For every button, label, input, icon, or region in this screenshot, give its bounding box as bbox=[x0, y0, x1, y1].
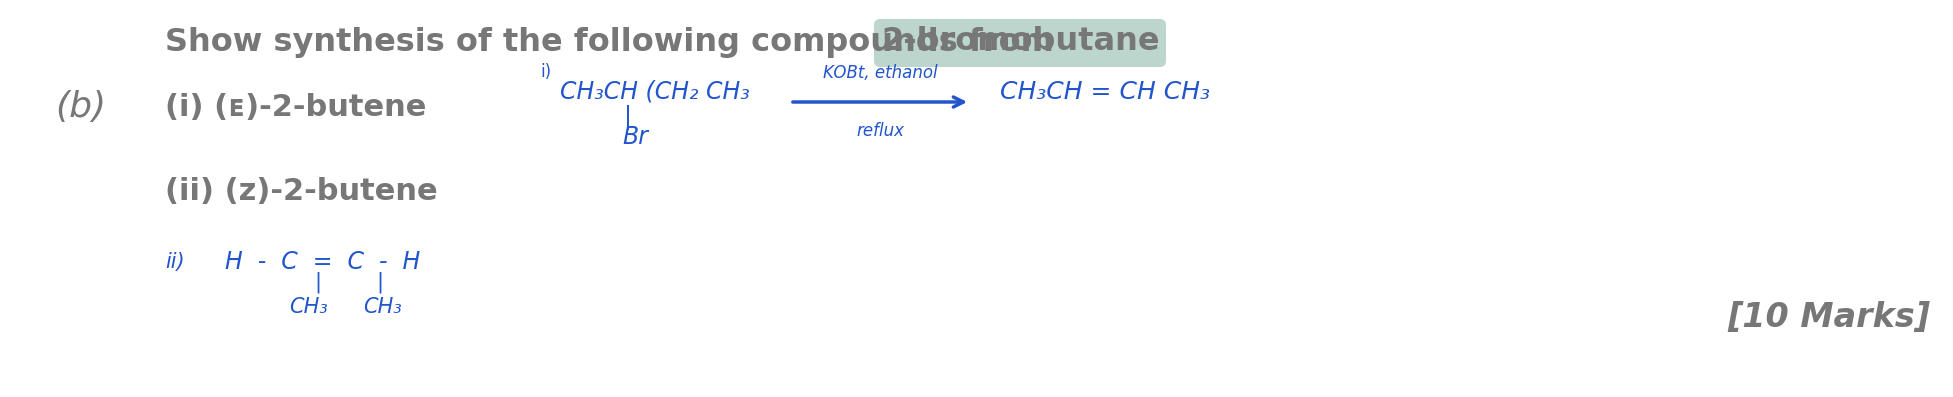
Text: |: | bbox=[625, 104, 633, 129]
Text: (ii) (ᴢ)-2-butene: (ii) (ᴢ)-2-butene bbox=[164, 177, 437, 206]
Text: CH₃CH (CH₂ CH₃: CH₃CH (CH₂ CH₃ bbox=[561, 80, 750, 104]
Text: ii): ii) bbox=[164, 252, 186, 272]
Text: CH₃: CH₃ bbox=[363, 297, 402, 317]
Text: |: | bbox=[377, 271, 383, 293]
FancyBboxPatch shape bbox=[875, 19, 1166, 67]
Text: (i) (ᴇ)-2-butene: (i) (ᴇ)-2-butene bbox=[164, 93, 426, 121]
Text: CH₃CH = CH CH₃: CH₃CH = CH CH₃ bbox=[1000, 80, 1211, 104]
Text: Show synthesis of the following compounds from: Show synthesis of the following compound… bbox=[164, 27, 1064, 58]
Text: Br: Br bbox=[621, 125, 648, 149]
Text: |: | bbox=[314, 271, 322, 293]
Text: 2-bromobutane: 2-bromobutane bbox=[881, 27, 1160, 58]
Text: [10 Marks]: [10 Marks] bbox=[1726, 301, 1930, 333]
Text: H  -  C  =  C  -  H: H - C = C - H bbox=[225, 250, 420, 274]
Text: reflux: reflux bbox=[855, 122, 904, 140]
Text: (b): (b) bbox=[55, 90, 105, 124]
Text: KOBt, ethanol: KOBt, ethanol bbox=[822, 64, 937, 82]
Text: i): i) bbox=[539, 63, 551, 81]
Text: CH₃: CH₃ bbox=[289, 297, 328, 317]
